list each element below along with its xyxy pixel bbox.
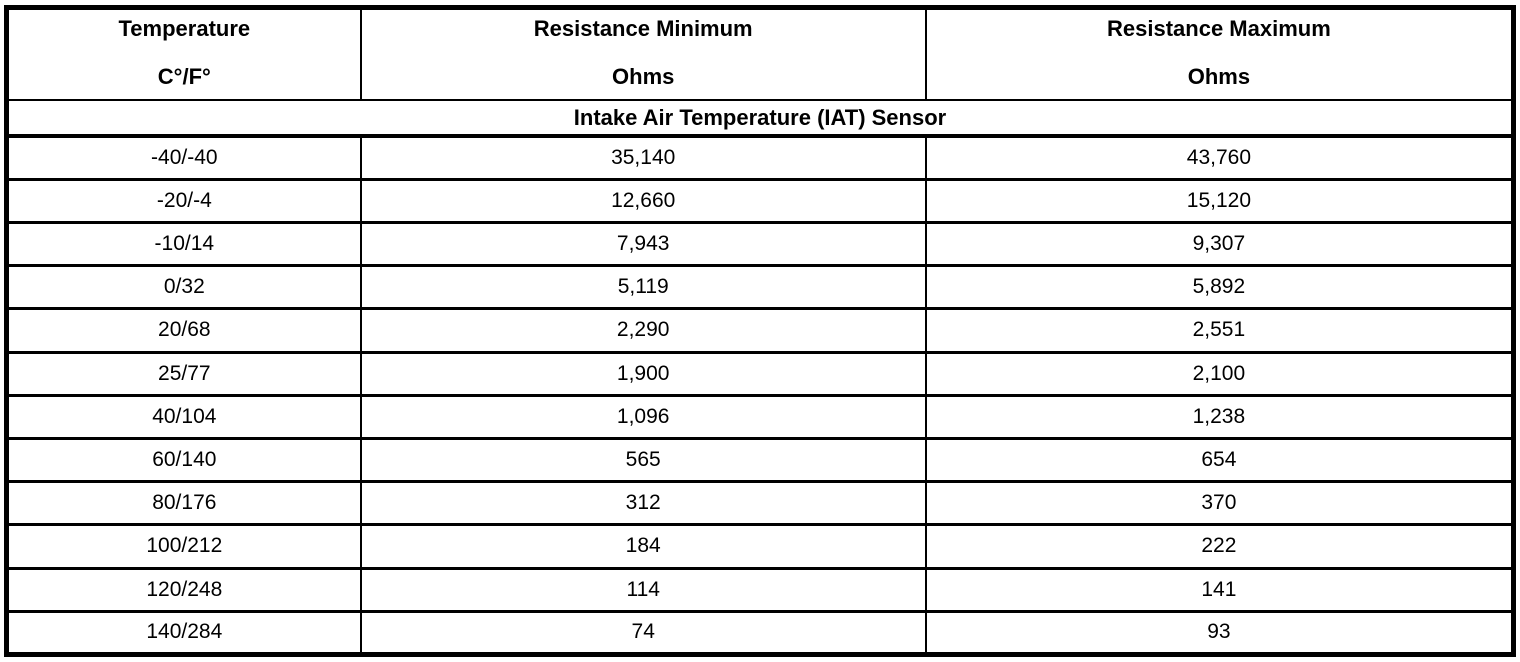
resistance-max-cell: 141 [924,566,1515,613]
table-row: -10/14 7,943 9,307 [5,220,1515,268]
resistance-max-cell: 9,307 [924,220,1515,268]
resistance-max-cell: 1,238 [924,393,1515,440]
col-header-temperature: Temperature C°/F° [5,6,362,101]
table-row: -40/-40 35,140 43,760 [5,134,1515,181]
resistance-max-cell: 15,120 [924,177,1515,224]
temperature-cell: 25/77 [5,350,362,397]
resistance-min-cell: 312 [359,480,927,527]
table-body: -40/-40 35,140 43,760 -20/-4 12,660 15,120 -10… [5,134,1515,657]
resistance-max-cell: 222 [924,523,1515,570]
temperature-cell: 40/104 [5,393,362,440]
resistance-min-cell: 2,290 [359,307,927,354]
resistance-min-cell: 12,660 [359,177,927,224]
temperature-cell: 120/248 [5,566,362,613]
resistance-min-cell: 74 [359,609,927,657]
resistance-min-cell: 184 [359,523,927,570]
col-header-temperature-units: C°/F° [157,64,211,89]
col-header-resistance-max: Resistance Maximum Ohms [924,6,1515,101]
temperature-cell: 80/176 [5,480,362,527]
iat-sensor-resistance-table: Temperature C°/F° Resistance Minimum Ohm… [4,5,1516,657]
table-row: 140/284 74 93 [5,609,1515,657]
table-row: 20/68 2,290 2,551 [5,307,1515,354]
col-header-resistance-max-title: Resistance Maximum [1107,16,1331,41]
temperature-cell: 20/68 [5,307,362,354]
table-row: 40/104 1,096 1,238 [5,393,1515,440]
resistance-max-cell: 2,100 [924,350,1515,397]
temperature-cell: -20/-4 [5,177,362,224]
temperature-cell: 140/284 [5,609,362,657]
table-row: 120/248 114 141 [5,566,1515,613]
temperature-cell: 100/212 [5,523,362,570]
table-row: -20/-4 12,660 15,120 [5,177,1515,224]
col-header-resistance-min-units: Ohms [612,64,675,89]
resistance-min-cell: 35,140 [359,134,927,181]
col-header-resistance-min: Resistance Minimum Ohms [359,6,927,101]
resistance-min-cell: 565 [359,436,927,484]
resistance-min-cell: 7,943 [359,220,927,268]
resistance-min-cell: 114 [359,566,927,613]
resistance-min-cell: 1,096 [359,393,927,440]
table-row: 80/176 312 370 [5,480,1515,527]
table-header-row: Temperature C°/F° Resistance Minimum Ohm… [5,6,1515,101]
temperature-cell: -10/14 [5,220,362,268]
resistance-max-cell: 43,760 [924,134,1515,181]
resistance-max-cell: 370 [924,480,1515,527]
resistance-min-cell: 1,900 [359,350,927,397]
section-header-row: Intake Air Temperature (IAT) Sensor [5,99,1515,138]
col-header-temperature-title: Temperature [118,16,251,41]
resistance-max-cell: 5,892 [924,264,1515,311]
temperature-cell: -40/-40 [5,134,362,181]
col-header-resistance-max-units: Ohms [1187,64,1251,89]
resistance-max-cell: 93 [924,609,1515,657]
table-row: 0/32 5,119 5,892 [5,264,1515,311]
section-title: Intake Air Temperature (IAT) Sensor [5,99,1515,138]
table-row: 25/77 1,900 2,100 [5,350,1515,397]
table-row: 100/212 184 222 [5,523,1515,570]
resistance-min-cell: 5,119 [359,264,927,311]
resistance-max-cell: 654 [924,436,1515,484]
temperature-cell: 60/140 [5,436,362,484]
col-header-resistance-min-title: Resistance Minimum [533,16,753,41]
resistance-max-cell: 2,551 [924,307,1515,354]
table-row: 60/140 565 654 [5,436,1515,484]
temperature-cell: 0/32 [5,264,362,311]
